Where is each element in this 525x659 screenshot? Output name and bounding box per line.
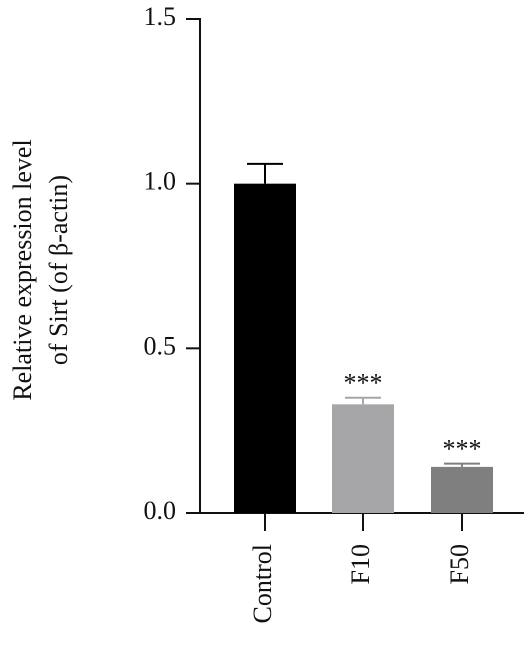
y-tick-label: 0.0 xyxy=(144,496,177,525)
y-tick-label: 0.5 xyxy=(144,331,177,360)
significance-label: *** xyxy=(443,435,482,464)
significance-label: *** xyxy=(344,369,383,398)
x-tick-label: F50 xyxy=(445,544,474,584)
y-axis-title-line: of Sirt (of β-actin) xyxy=(44,175,73,365)
y-axis-title-line: Relative expression level xyxy=(8,139,37,400)
y-tick-label: 1.5 xyxy=(144,2,177,31)
y-axis-title: Relative expression level of Sirt (of β-… xyxy=(8,139,73,400)
bar xyxy=(431,466,493,513)
y-tick-label: 1.0 xyxy=(144,167,177,196)
bar xyxy=(332,404,394,513)
error-bar xyxy=(247,162,283,184)
error-bar xyxy=(345,396,381,405)
bar xyxy=(234,183,296,513)
x-tick-label: F10 xyxy=(346,544,375,584)
error-bar xyxy=(444,462,480,467)
x-tick-label: Control xyxy=(248,544,277,623)
